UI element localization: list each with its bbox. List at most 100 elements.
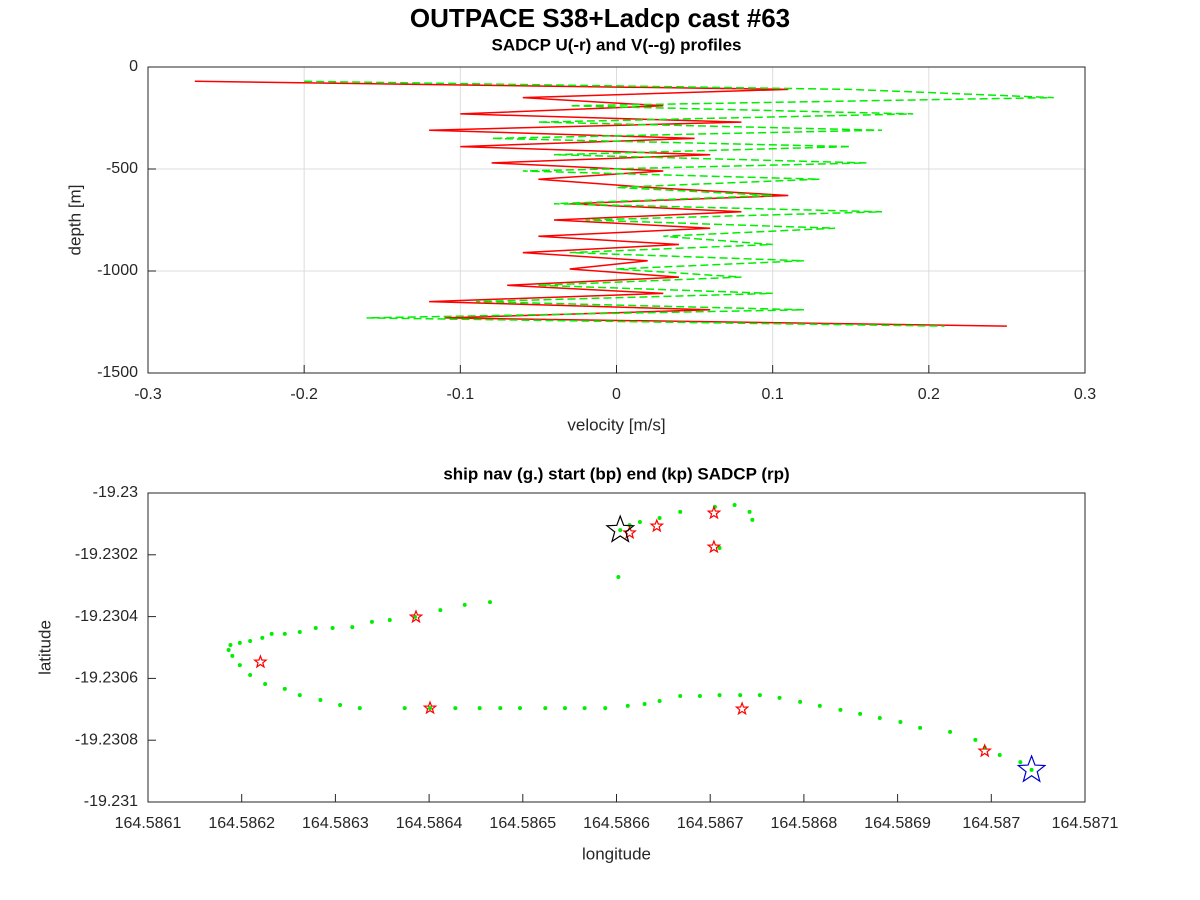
nav-point (297, 630, 302, 635)
nav-point (717, 693, 722, 698)
nav-point (678, 694, 683, 699)
x-tick-label: 164.5868 (771, 815, 838, 832)
chart-title: ship nav (g.) start (bp) end (kp) SADCP … (443, 464, 789, 483)
nav-point (263, 681, 268, 686)
nav-point (858, 711, 863, 716)
nav-point (313, 626, 318, 631)
nav-point (228, 643, 233, 648)
nav-point (269, 631, 274, 636)
endpoint-star (605, 514, 636, 543)
nav-point (948, 729, 953, 734)
nav-point (230, 653, 235, 658)
x-tick-label: 164.587 (962, 815, 1020, 832)
nav-point (637, 520, 642, 525)
nav-point (582, 706, 587, 711)
nav-point (237, 640, 242, 645)
nav-point (453, 706, 458, 711)
sadcp-point (422, 700, 438, 715)
nav-point (973, 737, 978, 742)
nav-point (738, 693, 743, 698)
axes-box (147, 66, 1086, 374)
nav-point (747, 509, 752, 514)
nav-point (732, 503, 737, 508)
x-tick-label: 0.1 (762, 386, 784, 403)
nav-point (838, 707, 843, 712)
y-tick-label: -1000 (97, 262, 138, 279)
y-tick-label: -19.2304 (75, 608, 138, 625)
nav-point (918, 725, 923, 730)
sadcp-point (408, 609, 424, 624)
nav-point (877, 715, 882, 720)
x-tick-label: 164.5862 (208, 815, 275, 832)
nav-point (543, 706, 548, 711)
nav-point (248, 639, 253, 644)
nav-point (717, 546, 722, 551)
sadcp-point (706, 505, 722, 520)
axes-box (147, 492, 1086, 803)
x-tick-label: -0.3 (134, 386, 162, 403)
x-tick-label: -0.1 (447, 386, 475, 403)
sadcp-point (622, 525, 637, 540)
nav-point (750, 517, 755, 522)
x-tick-label: 164.5867 (677, 815, 744, 832)
sadcp-point (734, 701, 750, 716)
x-tick-label: 164.5865 (489, 815, 556, 832)
endpoint-star (1016, 754, 1047, 783)
x-axis-label: velocity [m/s] (567, 415, 665, 434)
nav-point (678, 509, 683, 514)
nav-point (997, 753, 1002, 758)
sadcp-point (253, 654, 268, 669)
nav-point (226, 647, 231, 652)
nav-point (402, 706, 407, 711)
x-tick-label: 0.3 (1074, 386, 1096, 403)
nav-point (798, 699, 803, 704)
x-tick-label: -0.2 (290, 386, 318, 403)
plot-area (148, 493, 1085, 802)
x-tick-label: 164.5869 (864, 815, 931, 832)
nav-point (282, 631, 287, 636)
chart-title: SADCP U(-r) and V(--g) profiles (492, 35, 742, 54)
y-tick-label: -19.2302 (75, 546, 138, 563)
nav-point (1018, 760, 1023, 765)
nav-point (498, 706, 503, 711)
nav-point (642, 702, 647, 707)
nav-point (757, 693, 762, 698)
y-axis-label: latitude (35, 620, 54, 675)
nav-point (657, 698, 662, 703)
y-tick-label: -1500 (97, 364, 138, 381)
nav-point (338, 702, 343, 707)
sadcp-point (977, 743, 993, 758)
nav-point (603, 706, 608, 711)
profile-line (304, 80, 1054, 327)
nav-point (428, 706, 433, 711)
x-axis-label: longitude (582, 844, 651, 863)
nav-point (330, 626, 335, 631)
nav-point (562, 706, 567, 711)
nav-point (817, 703, 822, 708)
y-tick-label: -19.231 (84, 793, 138, 810)
nav-point (260, 635, 265, 640)
nav-point (282, 686, 287, 691)
nav-point (387, 617, 392, 622)
nav-point (357, 706, 362, 711)
nav-point (237, 663, 242, 668)
y-tick-label: -500 (106, 160, 138, 177)
y-tick-label: 0 (129, 58, 138, 75)
nav-point (438, 608, 443, 613)
nav-point (777, 695, 782, 700)
nav-point (616, 575, 621, 580)
nav-point (625, 703, 630, 708)
nav-point (657, 516, 662, 521)
nav-point (318, 698, 323, 703)
y-tick-label: -19.2308 (75, 731, 138, 748)
nav-point (697, 694, 702, 699)
x-tick-label: 164.5863 (302, 815, 369, 832)
nav-point (517, 706, 522, 711)
nav-point (462, 602, 467, 607)
x-tick-label: 0 (612, 386, 621, 403)
x-tick-label: 164.5866 (583, 815, 650, 832)
nav-point (248, 673, 253, 678)
nav-point (488, 600, 493, 605)
nav-point (297, 693, 302, 698)
